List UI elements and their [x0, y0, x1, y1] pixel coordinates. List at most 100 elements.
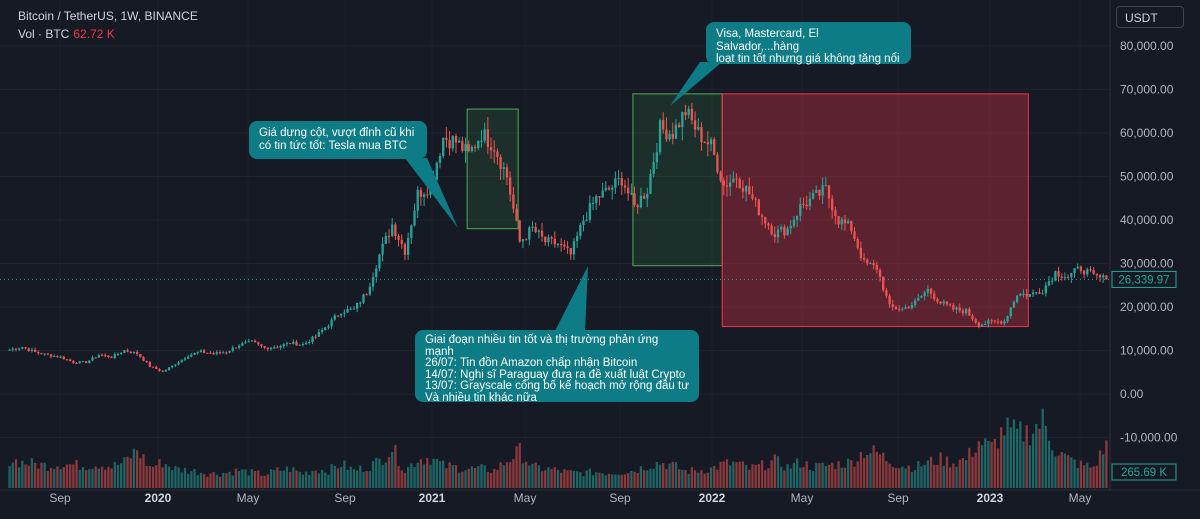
candle: [802, 197, 805, 209]
candle: [961, 308, 965, 317]
candle: [642, 192, 646, 200]
candle: [907, 305, 910, 309]
volume-bar: [241, 469, 244, 488]
volume-bar: [611, 474, 614, 488]
volume-bar: [591, 475, 595, 488]
y-axis-tick: 30,000.00: [1120, 257, 1174, 271]
candle: [362, 293, 365, 305]
candle: [483, 122, 486, 144]
candle: [741, 179, 745, 199]
volume-bar: [426, 458, 429, 488]
volume-bar: [1028, 445, 1032, 488]
volume-bar: [1086, 462, 1089, 488]
volume-bar: [375, 457, 378, 488]
candle: [480, 129, 483, 148]
volume-bar: [885, 460, 888, 488]
y-axis-tick: 20,000.00: [1120, 300, 1174, 314]
annotation-news[interactable]: Giai đoạn nhiều tin tốt và thị trường ph…: [415, 330, 699, 404]
volume-bar: [161, 467, 164, 488]
decline-zone-box[interactable]: [721, 93, 1029, 328]
news-zone-box[interactable]: [632, 93, 723, 267]
candle: [614, 171, 617, 195]
candle: [174, 364, 177, 367]
candle: [859, 241, 863, 261]
volume-bar: [920, 466, 923, 488]
volume-bar: [56, 466, 59, 488]
candle: [1057, 266, 1060, 282]
candle: [604, 181, 607, 192]
volume-bar: [320, 469, 324, 488]
candle: [260, 344, 263, 349]
candle: [630, 183, 633, 196]
annotation-visa[interactable]: Visa, Mastercard, El Salvador,...hàng lo…: [706, 22, 911, 65]
news-zone-box[interactable]: [466, 108, 519, 230]
candle: [190, 353, 193, 358]
candle: [438, 153, 442, 169]
candle: [324, 326, 327, 331]
volume-bar: [588, 468, 592, 488]
candle: [531, 221, 534, 232]
volume-bar: [410, 463, 413, 488]
candle: [913, 298, 917, 308]
volume-bar: [24, 464, 27, 488]
volume-bar: [875, 451, 878, 488]
candle: [732, 171, 735, 183]
volume-bar: [365, 471, 368, 488]
x-axis-label: Sep: [609, 491, 631, 505]
candle: [107, 355, 110, 359]
candle: [212, 351, 215, 355]
volume-bar: [1066, 455, 1070, 488]
symbol-title[interactable]: Bitcoin / TetherUS, 1W, BINANCE: [18, 9, 198, 23]
currency-button[interactable]: USDT: [1116, 6, 1184, 28]
volume-bar: [180, 472, 183, 488]
volume-bar: [186, 473, 190, 488]
annotation-tesla[interactable]: Giá dựng cột, vượt đỉnh cũ khi có tin tứ…: [249, 121, 427, 159]
candle: [116, 352, 120, 356]
candle: [11, 347, 14, 352]
candle: [990, 318, 993, 325]
volume-bar: [531, 463, 534, 488]
volume-bar: [853, 466, 856, 488]
candle: [368, 282, 372, 296]
candle: [40, 352, 43, 355]
volume-bar: [882, 452, 885, 488]
candle: [534, 222, 537, 234]
candle: [161, 370, 164, 372]
candle: [1070, 272, 1073, 283]
volume-bar: [748, 469, 751, 488]
volume-bar: [257, 470, 260, 488]
candle: [422, 192, 426, 207]
candle: [544, 236, 547, 246]
volume-bar: [910, 472, 914, 488]
volume-bar: [729, 465, 732, 488]
volume-bar: [888, 463, 891, 488]
volume-bar: [795, 458, 799, 488]
volume-bar: [1025, 425, 1028, 488]
volume-bar: [598, 472, 601, 488]
volume-bar: [968, 447, 971, 488]
candle: [113, 352, 116, 360]
candle: [709, 137, 713, 152]
volume-bar: [126, 456, 129, 488]
candle: [875, 261, 878, 274]
volume-bar: [1089, 467, 1092, 488]
candle: [553, 231, 556, 248]
candle: [611, 184, 614, 200]
volume-bar: [359, 465, 362, 488]
volume-bar: [164, 464, 167, 488]
volume-bar: [355, 470, 359, 488]
volume-bar: [1009, 427, 1012, 488]
candle: [282, 343, 285, 349]
volume-bar: [540, 471, 544, 488]
candle: [250, 340, 254, 342]
candle: [687, 105, 690, 119]
candle: [120, 352, 123, 355]
candle: [43, 353, 46, 356]
candle: [352, 306, 356, 310]
volume-bar: [560, 472, 563, 488]
candle: [273, 345, 276, 350]
volume-bar: [929, 456, 933, 488]
volume-bar: [477, 466, 480, 488]
candle: [824, 176, 827, 187]
